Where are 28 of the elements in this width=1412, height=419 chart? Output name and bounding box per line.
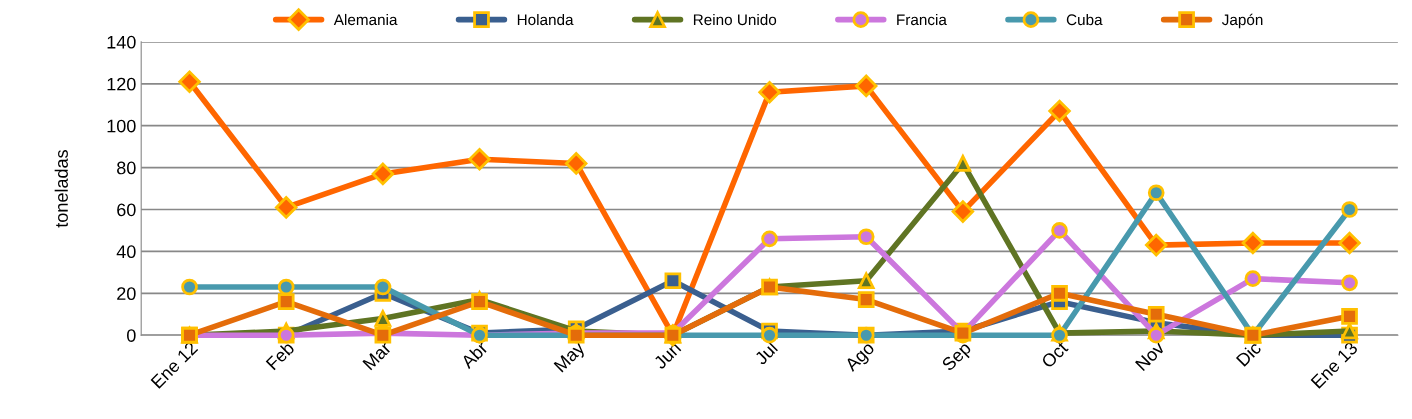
x-tick-label: Feb bbox=[265, 340, 296, 371]
y-tick-label: 40 bbox=[116, 245, 136, 259]
legend-label: Cuba bbox=[1066, 13, 1103, 26]
x-tick-label: Ene 13 bbox=[1310, 340, 1359, 389]
x-tick-label: Ene 12 bbox=[150, 341, 199, 389]
y-tick-label: 120 bbox=[107, 77, 136, 91]
x-tick-label: Dic bbox=[1235, 340, 1262, 367]
x-tick-label: Oct bbox=[1040, 340, 1069, 369]
y-tick-label: 100 bbox=[107, 119, 136, 133]
y-tick-label: 80 bbox=[117, 161, 136, 175]
x-tick-label: Sep bbox=[941, 340, 975, 375]
x-tick-label: Ago bbox=[843, 341, 878, 375]
legend-label: Francia bbox=[897, 13, 947, 26]
legend-label: Reino Unido bbox=[693, 13, 777, 26]
legend-label: Japón bbox=[1221, 13, 1263, 29]
x-tick-label: May bbox=[553, 340, 589, 376]
y-tick-label: 60 bbox=[117, 203, 136, 217]
y-tick-label: 20 bbox=[117, 287, 136, 301]
y-axis-title: toneladas bbox=[54, 150, 68, 228]
y-tick-label: 140 bbox=[107, 35, 136, 49]
y-tick-label: 0 bbox=[127, 329, 136, 342]
x-tick-label: Jun bbox=[652, 341, 682, 370]
legend-label: Alemania bbox=[333, 13, 398, 26]
x-tick-label: Abr bbox=[459, 340, 489, 370]
legend-label: Holanda bbox=[517, 13, 574, 26]
x-tick-label: Mar bbox=[362, 340, 393, 371]
x-tick-label: Jul bbox=[753, 340, 779, 366]
x-tick-label: Nov bbox=[1135, 340, 1166, 372]
